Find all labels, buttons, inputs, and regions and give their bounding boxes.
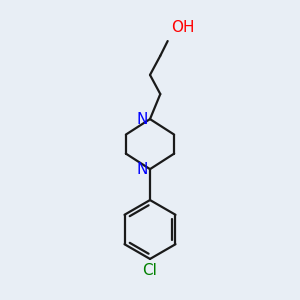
Text: N: N — [136, 162, 147, 177]
Text: Cl: Cl — [142, 263, 158, 278]
Text: N: N — [136, 112, 147, 127]
Text: OH: OH — [171, 20, 195, 34]
